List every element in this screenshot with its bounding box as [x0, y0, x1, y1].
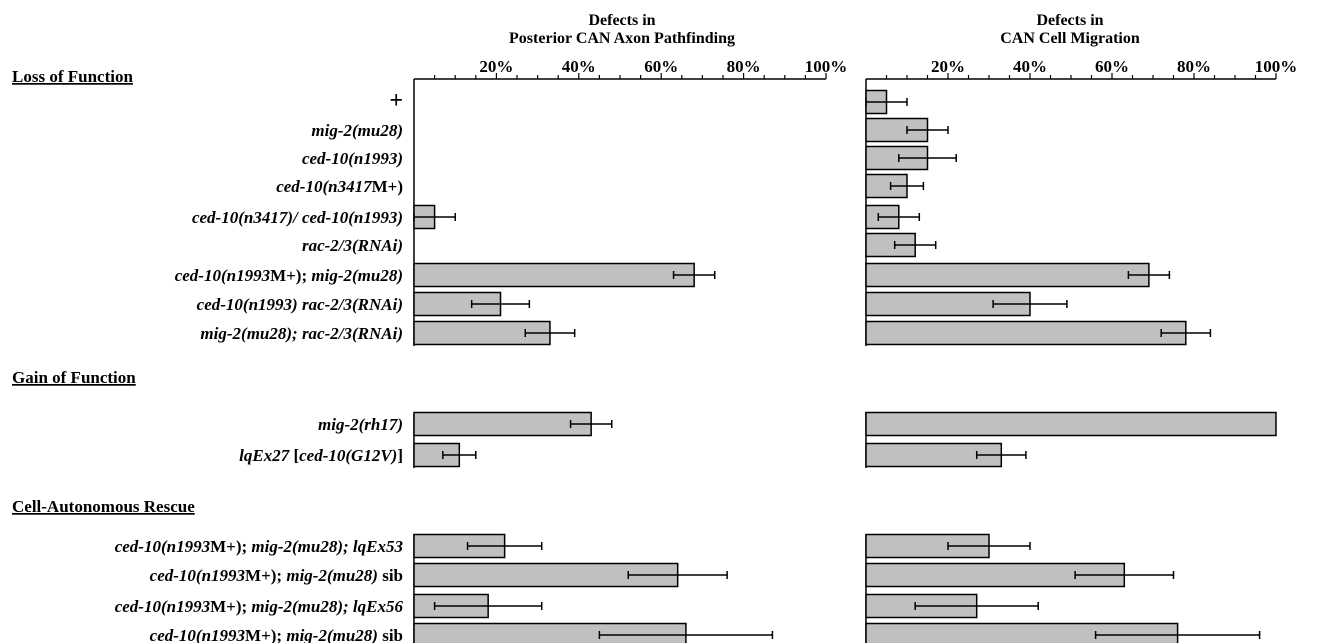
x-tick-label: 80% — [727, 57, 761, 76]
row-label-part: lqEx27 — [239, 446, 293, 465]
row-label-part: ced-10(n3417 — [276, 177, 373, 196]
x-tick-label: 80% — [1177, 57, 1211, 76]
row-label: lqEx27 [ced-10(G12V)] — [239, 446, 403, 465]
row-label: mig-2(rh17) — [318, 415, 403, 434]
row-label: ced-10(n3417M+) — [276, 177, 403, 196]
row-label-part: mig-2(mu28); rac-2/3(RNAi) — [200, 324, 403, 343]
row-label-part: ced-10(n1993 — [115, 537, 211, 556]
row-label: ced-10(n1993M+); mig-2(mu28); lqEx56 — [115, 597, 404, 616]
row-label: mig-2(mu28) — [311, 121, 403, 140]
row-label-part: M+); — [210, 597, 251, 616]
row-label: mig-2(mu28); rac-2/3(RNAi) — [200, 324, 403, 343]
row-label-part: ced-10(n1993 — [150, 566, 246, 585]
row-label-part: rac-2/3(RNAi) — [302, 236, 403, 255]
row-label-part: M+); — [245, 566, 286, 585]
bar — [413, 411, 592, 437]
row-label: ced-10(n1993M+); mig-2(mu28) sib — [150, 626, 403, 643]
row-label-part: mig-2(mu28) — [286, 626, 378, 643]
chart-title: Posterior CAN Axon Pathfinding — [509, 30, 735, 47]
row-label-part: mig-2(rh17) — [318, 415, 403, 434]
row-label-part: mig-2(mu28); lqEx53 — [251, 537, 403, 556]
x-tick-label: 100% — [1255, 57, 1298, 76]
chart-title: Defects in — [1036, 12, 1103, 29]
row-label-part: M+); — [210, 537, 251, 556]
row-label: + — [389, 88, 403, 114]
x-tick-label: 40% — [1013, 57, 1047, 76]
row-label-part: ced-10(n3417)/ ced-10(n1993) — [192, 208, 403, 227]
group-header: Loss of Function — [12, 67, 133, 86]
row-label-part: + — [389, 88, 403, 114]
row-label: ced-10(n1993M+); mig-2(mu28) sib — [150, 566, 403, 585]
bar — [865, 320, 1187, 346]
x-tick-label: 60% — [644, 57, 678, 76]
row-label: ced-10(n1993M+); mig-2(mu28) — [175, 266, 403, 285]
bar — [413, 622, 687, 643]
x-tick-label: 60% — [1095, 57, 1129, 76]
x-tick-label: 20% — [931, 57, 965, 76]
row-label: rac-2/3(RNAi) — [302, 236, 403, 255]
x-tick-label: 40% — [562, 57, 596, 76]
row-label-part: M+); — [245, 626, 286, 643]
chart-title: CAN Cell Migration — [1000, 30, 1140, 47]
row-label-part: ced-10(n1993 — [175, 266, 271, 285]
row-label-part: ced-10(n1993 — [150, 626, 246, 643]
row-label: ced-10(n1993) — [302, 149, 403, 168]
row-label: ced-10(n3417)/ ced-10(n1993) — [192, 208, 403, 227]
chart-title: Defects in — [588, 12, 655, 29]
row-label-part: ced-10(G12V) — [299, 446, 397, 465]
group-header: Gain of Function — [12, 368, 136, 387]
row-label-part: ced-10(n1993) — [302, 149, 403, 168]
row-label-part: M+); — [270, 266, 311, 285]
row-label-part: sib — [378, 566, 403, 585]
row-label-part: mig-2(mu28); lqEx56 — [251, 597, 403, 616]
row-label-part: ced-10(n1993 — [115, 597, 211, 616]
bar — [865, 411, 1277, 437]
row-label-part: mig-2(mu28) — [311, 266, 403, 285]
row-label: ced-10(n1993) rac-2/3(RNAi) — [197, 295, 403, 314]
row-label-part: mig-2(mu28) — [311, 121, 403, 140]
row-label-part: mig-2(mu28) — [286, 566, 378, 585]
bar — [413, 262, 695, 288]
group-header: Cell-Autonomous Rescue — [12, 497, 195, 516]
row-label-part: ] — [397, 446, 403, 465]
x-tick-label: 20% — [479, 57, 513, 76]
row-label-part: M+) — [372, 177, 403, 196]
row-label-part: sib — [378, 626, 403, 643]
row-label-part: ced-10(n1993) rac-2/3(RNAi) — [197, 295, 403, 314]
bar — [865, 262, 1150, 288]
x-tick-label: 100% — [805, 57, 848, 76]
row-label-part: [ — [293, 446, 299, 465]
row-label: ced-10(n1993M+); mig-2(mu28); lqEx53 — [115, 537, 404, 556]
bar — [865, 622, 1179, 643]
